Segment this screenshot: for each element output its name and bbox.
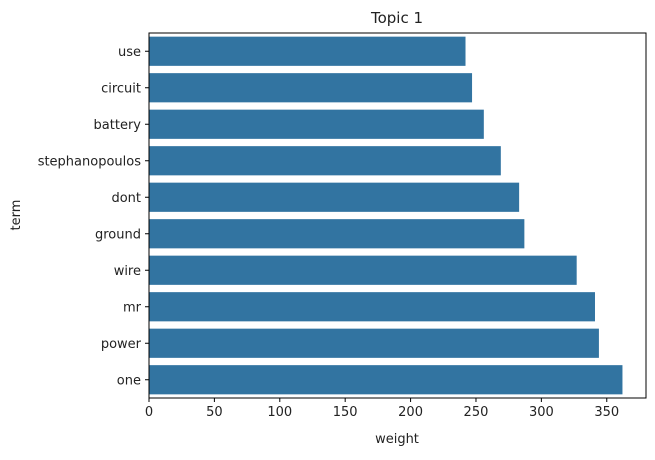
y-tick-label: stephanopoulos xyxy=(38,154,142,169)
x-tick-label: 300 xyxy=(529,405,554,420)
x-tick-label: 350 xyxy=(594,405,619,420)
bar-stephanopoulos xyxy=(149,146,501,176)
x-tick-label: 250 xyxy=(464,405,489,420)
y-tick-label: battery xyxy=(94,118,142,133)
y-axis-label: term xyxy=(9,200,24,231)
bars-group xyxy=(149,36,623,395)
bar-dont xyxy=(149,182,520,212)
bar-ground xyxy=(149,219,525,249)
x-tick-label: 100 xyxy=(267,405,292,420)
y-axis-ticks: use circuit battery stephanopoulos dont groun… xyxy=(38,45,149,388)
bar-circuit xyxy=(149,73,473,103)
bar-mr xyxy=(149,292,595,322)
x-tick-label: 150 xyxy=(333,405,358,420)
y-tick-label: ground xyxy=(95,227,141,242)
plot-frame xyxy=(148,32,647,399)
x-tick-label: 200 xyxy=(398,405,423,420)
bar-use xyxy=(149,36,466,66)
y-tick-label: use xyxy=(118,45,141,60)
bar-wire xyxy=(149,255,577,285)
y-tick-label: power xyxy=(101,337,142,352)
bar-one xyxy=(149,365,623,395)
y-tick-label: wire xyxy=(114,264,141,279)
y-tick-label: one xyxy=(117,373,141,388)
x-axis-label: weight xyxy=(375,432,419,447)
bar-power xyxy=(149,328,599,358)
y-tick-label: mr xyxy=(123,300,142,315)
x-tick-label: 50 xyxy=(206,405,223,420)
chart-title: Topic 1 xyxy=(370,9,423,27)
y-tick-label: circuit xyxy=(101,81,141,96)
bar-battery xyxy=(149,109,484,139)
x-tick-label: 0 xyxy=(145,405,153,420)
x-axis-ticks: 0 50 100 150 200 250 300 350 xyxy=(145,398,619,420)
y-tick-label: dont xyxy=(111,191,141,206)
